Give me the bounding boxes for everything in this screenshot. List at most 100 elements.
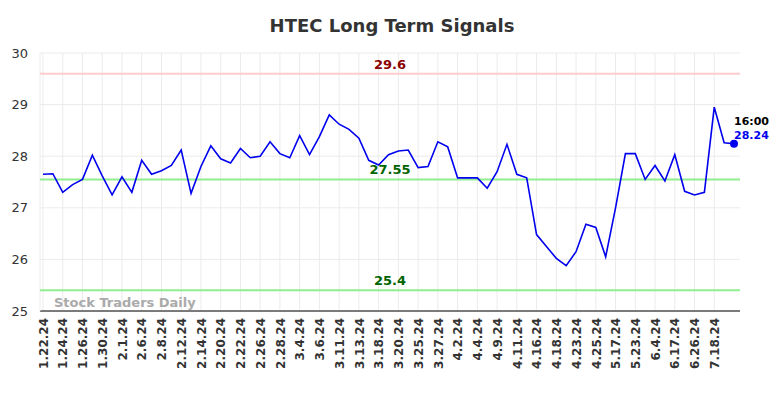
signal-line (40, 178, 740, 180)
x-tick: 2.28.24 (274, 311, 288, 369)
series (43, 107, 738, 265)
grid-line-x (161, 53, 162, 311)
x-tick: 1.22.24 (37, 311, 51, 369)
grid-line-x (694, 53, 695, 311)
grid-line-x (477, 53, 478, 311)
x-axis-line (40, 311, 740, 312)
y-tick-label: 26 (11, 252, 28, 267)
grid-line-x (43, 53, 44, 311)
grid-line-x (62, 53, 63, 311)
watermark: Stock Traders Daily (54, 295, 196, 310)
x-tick: 5.17.24 (609, 311, 623, 369)
grid (40, 53, 740, 311)
grid-line-x (378, 53, 379, 311)
grid-line-x (536, 53, 537, 311)
y-tick-label: 28 (11, 149, 28, 164)
y-tick: 27 (11, 200, 40, 215)
grid-line-x (655, 53, 656, 311)
grid-line-x (260, 53, 261, 311)
x-tick: 2.1.24 (116, 311, 130, 361)
signal-line (40, 289, 740, 291)
y-tick: 26 (11, 252, 40, 267)
grid-line-x (299, 53, 300, 311)
x-tick-label: 2.28.24 (274, 318, 288, 369)
grid-line-x (102, 53, 103, 311)
x-tick-label: 3.18.24 (372, 318, 386, 369)
x-tick-label: 2.22.24 (234, 318, 248, 369)
grid-line-x (141, 53, 142, 311)
grid-line-x (615, 53, 616, 311)
x-tick: 2.6.24 (135, 311, 149, 361)
y-tick-label: 29 (11, 97, 28, 112)
x-tick: 2.20.24 (214, 311, 228, 369)
x-tick: 3.11.24 (333, 311, 347, 369)
y-tick: 29 (11, 97, 40, 112)
x-tick: 4.25.24 (590, 311, 604, 369)
x-tick-label: 4.18.24 (550, 318, 564, 369)
signal-label: 29.6 (374, 57, 406, 72)
x-tick: 3.20.24 (392, 311, 406, 369)
y-tick: 25 (11, 304, 40, 319)
x-tick-label: 4.11.24 (511, 318, 525, 369)
y-axis-line (40, 54, 41, 312)
x-tick: 4.23.24 (570, 311, 584, 369)
x-tick: 4.2.24 (451, 311, 465, 361)
x-tick-label: 6.17.24 (668, 318, 682, 369)
x-tick-label: 4.16.24 (530, 318, 544, 369)
x-tick-label: 1.24.24 (56, 318, 70, 369)
price-line (43, 107, 734, 265)
x-tick: 6.4.24 (649, 311, 663, 361)
x-tick-label: 3.6.24 (313, 318, 327, 361)
x-tick: 5.23.24 (629, 311, 643, 369)
x-tick-label: 2.26.24 (254, 318, 268, 369)
x-tick-label: 3.13.24 (353, 318, 367, 369)
grid-line-x (220, 53, 221, 311)
x-axis: 1.22.241.24.241.26.241.30.242.1.242.6.24… (37, 311, 735, 369)
x-tick-label: 3.20.24 (392, 318, 406, 369)
x-tick-label: 2.1.24 (116, 318, 130, 361)
x-tick: 6.17.24 (668, 311, 682, 369)
x-tick: 1.26.24 (76, 311, 90, 369)
x-tick: 4.18.24 (550, 311, 564, 369)
signal-line (40, 73, 740, 75)
x-tick: 3.4.24 (293, 311, 307, 361)
x-tick: 3.6.24 (313, 311, 327, 361)
y-tick-label: 30 (11, 46, 28, 61)
title: HTEC Long Term Signals (270, 15, 515, 36)
x-tick-label: 7.18.24 (708, 318, 722, 369)
y-tick: 28 (11, 149, 40, 164)
signal-label: 27.55 (369, 162, 410, 177)
grid-line-x (457, 53, 458, 311)
x-tick-label: 2.8.24 (155, 318, 169, 361)
x-tick: 2.26.24 (254, 311, 268, 369)
grid-line-x (358, 53, 359, 311)
grid-line-x (200, 53, 201, 311)
grid-line-x (418, 53, 419, 311)
grid-line-x (279, 53, 280, 311)
y-axis: 25 26 27 28 29 30 (11, 46, 40, 319)
x-tick-label: 1.26.24 (76, 318, 90, 369)
y-axis-line (40, 53, 41, 311)
x-tick-label: 5.23.24 (629, 318, 643, 369)
x-tick: 4.4.24 (471, 311, 485, 361)
x-tick-label: 3.4.24 (293, 318, 307, 361)
grid-line-x (121, 53, 122, 311)
grid-line-y (40, 311, 740, 312)
x-tick: 3.13.24 (353, 311, 367, 369)
chart: HTEC Long Term Signals 25 26 27 28 29 30 1.22.2… (0, 0, 784, 398)
x-tick: 7.18.24 (708, 311, 722, 369)
x-tick-label: 6.4.24 (649, 318, 663, 361)
x-tick-label: 4.4.24 (471, 318, 485, 361)
x-tick-label: 3.11.24 (333, 318, 347, 369)
grid-line-x (635, 53, 636, 311)
grid-line-x (398, 53, 399, 311)
x-tick-label: 6.26.24 (688, 318, 702, 369)
x-tick: 6.26.24 (688, 311, 702, 369)
x-tick: 2.12.24 (175, 311, 189, 369)
x-tick: 1.24.24 (56, 311, 70, 369)
x-tick: 3.25.24 (412, 311, 426, 369)
grid-line-x (516, 53, 517, 311)
x-tick-label: 5.17.24 (609, 318, 623, 369)
grid-line-x (497, 53, 498, 311)
grid-line-x (576, 53, 577, 311)
